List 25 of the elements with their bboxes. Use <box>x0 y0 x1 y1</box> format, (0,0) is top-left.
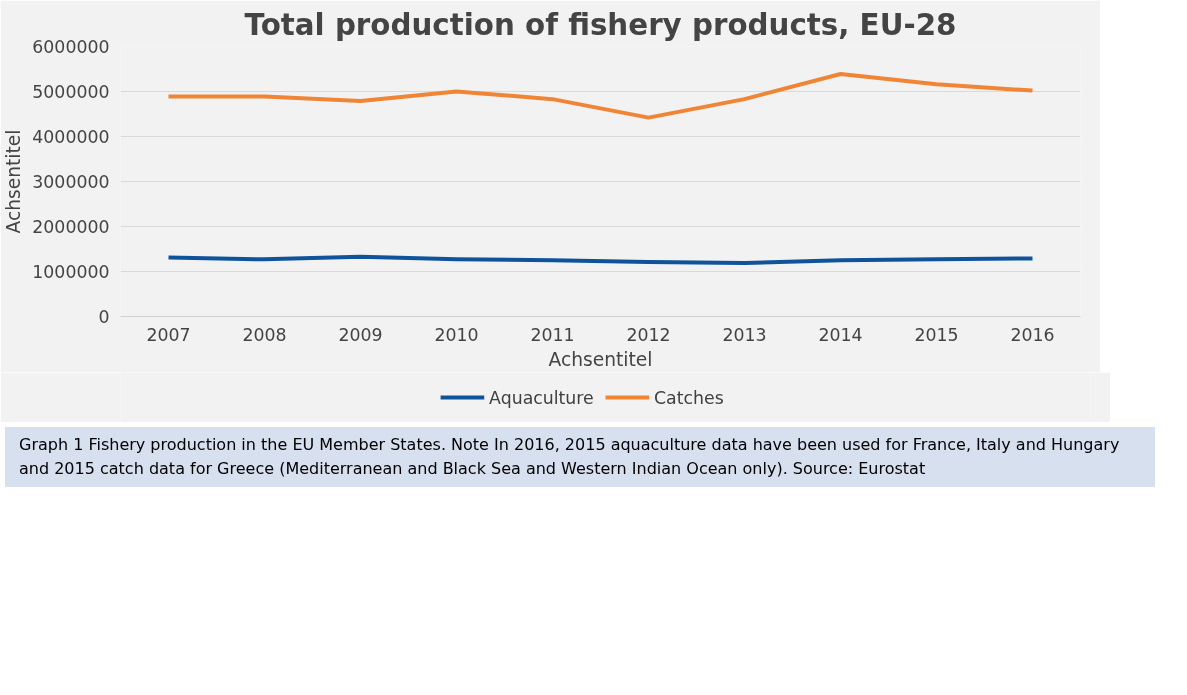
line-series <box>166 254 1035 265</box>
x-tick-label: 2010 <box>434 324 479 345</box>
y-tick-label: 6000000 <box>32 37 110 57</box>
x-tick-label: 2008 <box>242 324 287 345</box>
x-tick-label: 2012 <box>626 324 671 345</box>
legend-label: Aquaculture <box>489 387 594 408</box>
y-axis-title: Achsentitel <box>3 129 25 234</box>
x-tick-label: 2007 <box>146 324 191 345</box>
chart-title: Total production of fishery products, EU-28 <box>244 7 957 42</box>
y-tick-label: 0 <box>98 307 110 327</box>
y-tick-label: 1000000 <box>32 262 110 282</box>
x-tick-label: 2014 <box>818 324 863 345</box>
y-tick-label: 2000000 <box>32 217 110 237</box>
caption: Graph 1 Fishery production in the EU Member States. Note In 2016, 2015 aquaculture data have been used for France, Italy and Hungary and 2015 catch data for Greece (Mediterranean and Black Sea and Western Indian Ocean only). Source: Eurostat <box>19 434 1121 480</box>
x-axis-title: Achsentitel <box>548 348 653 370</box>
x-tick-label: 2011 <box>530 324 575 345</box>
x-tick-label: 2009 <box>338 324 383 345</box>
line-series <box>166 71 1035 120</box>
x-tick-label: 2015 <box>914 324 959 345</box>
y-tick-label: 3000000 <box>32 172 110 192</box>
x-tick-label: 2016 <box>1010 324 1055 345</box>
x-tick-label: 2013 <box>722 324 767 345</box>
y-tick-label: 4000000 <box>32 127 110 147</box>
legend-label: Catches <box>654 387 724 408</box>
y-tick-label: 5000000 <box>32 82 110 102</box>
